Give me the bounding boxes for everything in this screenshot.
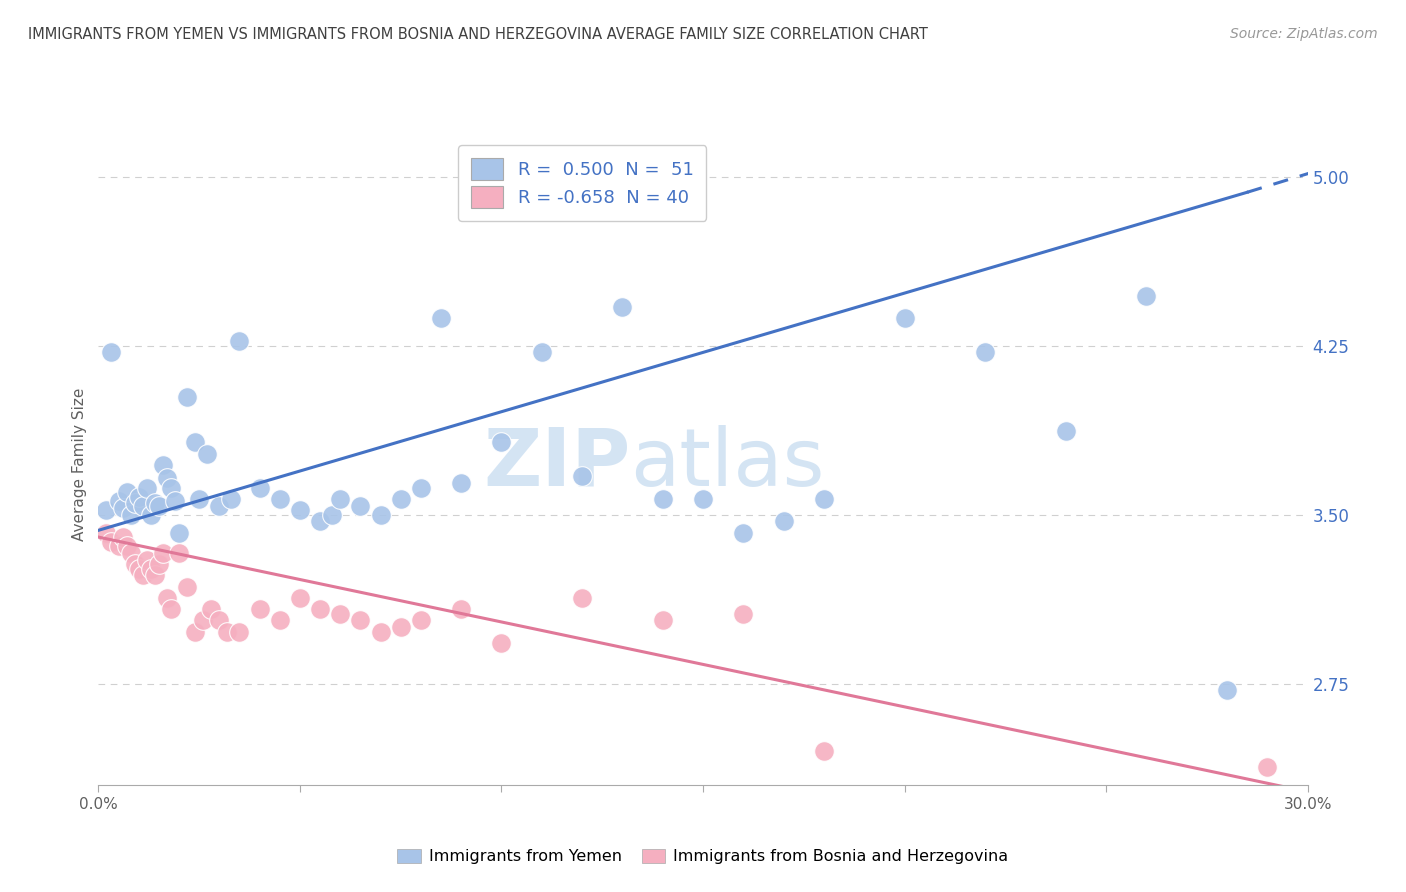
Text: IMMIGRANTS FROM YEMEN VS IMMIGRANTS FROM BOSNIA AND HERZEGOVINA AVERAGE FAMILY S: IMMIGRANTS FROM YEMEN VS IMMIGRANTS FROM… [28,27,928,42]
Point [288,591,311,605]
Point [288,503,311,517]
Point [135,552,157,566]
Point [249,481,271,495]
Point [1135,289,1157,303]
Point [349,499,371,513]
Point [1216,683,1239,698]
Point [733,607,755,621]
Point [208,499,231,513]
Point [156,591,179,605]
Point [156,471,179,485]
Point [1054,424,1077,438]
Point [450,475,472,490]
Point [176,580,198,594]
Point [184,435,207,450]
Y-axis label: Average Family Size: Average Family Size [72,387,87,541]
Point [111,530,134,544]
Point [176,390,198,404]
Point [135,481,157,495]
Point [409,481,432,495]
Point [571,469,593,483]
Point [132,499,155,513]
Point [100,345,122,359]
Point [692,491,714,506]
Point [160,602,183,616]
Point [249,602,271,616]
Point [193,614,215,628]
Point [389,620,412,634]
Point [124,496,146,510]
Point [450,602,472,616]
Point [269,614,291,628]
Point [228,334,250,348]
Text: Source: ZipAtlas.com: Source: ZipAtlas.com [1230,27,1378,41]
Point [139,508,162,522]
Point [409,614,432,628]
Point [651,491,673,506]
Text: ZIP: ZIP [484,425,630,503]
Point [107,494,129,508]
Point [430,311,453,326]
Point [329,607,352,621]
Point [148,499,170,513]
Point [111,500,134,515]
Point [491,435,513,450]
Point [571,591,593,605]
Point [309,514,332,528]
Point [217,624,239,639]
Point [269,491,291,506]
Point [974,345,997,359]
Point [612,300,634,314]
Point [813,491,835,506]
Point [143,496,166,510]
Point [148,557,170,571]
Legend: Immigrants from Yemen, Immigrants from Bosnia and Herzegovina: Immigrants from Yemen, Immigrants from B… [391,842,1015,871]
Point [128,490,150,504]
Point [163,494,186,508]
Point [491,636,513,650]
Point [200,602,222,616]
Point [120,508,142,522]
Point [813,744,835,758]
Point [132,568,155,582]
Point [152,546,174,560]
Point [100,534,122,549]
Point [772,514,794,528]
Point [208,614,231,628]
Point [167,525,190,540]
Point [221,491,243,506]
Point [107,539,129,553]
Point [530,345,553,359]
Point [184,624,207,639]
Point [228,624,250,639]
Point [349,614,371,628]
Point [115,539,138,553]
Point [96,503,118,517]
Point [370,624,392,639]
Point [120,546,142,560]
Point [1256,760,1278,774]
Point [115,485,138,500]
Point [195,447,218,461]
Point [651,614,673,628]
Point [733,525,755,540]
Text: atlas: atlas [630,425,825,503]
Point [160,481,183,495]
Point [124,557,146,571]
Legend: R =  0.500  N =  51, R = -0.658  N = 40: R = 0.500 N = 51, R = -0.658 N = 40 [458,145,706,221]
Point [321,508,343,522]
Point [188,491,211,506]
Point [329,491,352,506]
Point [96,525,118,540]
Point [389,491,412,506]
Point [143,568,166,582]
Point [893,311,915,326]
Point [128,561,150,575]
Point [309,602,332,616]
Point [152,458,174,472]
Point [139,561,162,575]
Point [370,508,392,522]
Point [167,546,190,560]
